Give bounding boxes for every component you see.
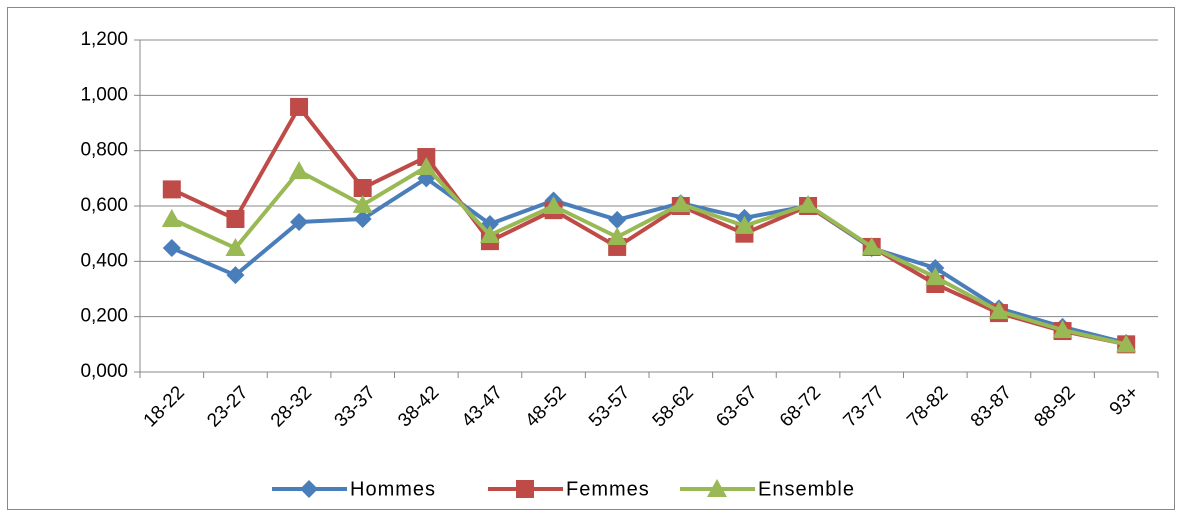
marker (290, 213, 309, 232)
marker (226, 210, 245, 229)
marker (543, 196, 564, 214)
series-line (170, 164, 1127, 347)
legend-label: Femmes (566, 478, 650, 500)
marker (353, 179, 372, 198)
marker (607, 226, 628, 245)
marker (162, 239, 181, 258)
marker (1052, 319, 1073, 338)
marker (289, 161, 310, 180)
marker (479, 225, 500, 244)
marker (226, 266, 245, 285)
legend-marker (516, 480, 534, 498)
marker (416, 156, 437, 175)
marker (225, 238, 246, 257)
y-tick-label: 1,200 (80, 29, 128, 50)
series-line (171, 176, 1127, 345)
marker (352, 194, 373, 213)
marker (988, 301, 1009, 320)
y-tick-label: 0,400 (80, 250, 128, 271)
y-tick-label: 1,000 (80, 84, 128, 105)
marker (353, 210, 372, 229)
marker (162, 180, 181, 199)
y-tick-label: 0,800 (80, 140, 128, 161)
marker (798, 194, 819, 213)
chart-border (7, 7, 1175, 510)
legend-label: Hommes (350, 478, 436, 500)
legend-marker (707, 479, 727, 497)
y-tick-label: 0,600 (80, 195, 128, 216)
y-tick-label: 0,000 (80, 361, 128, 382)
y-tick-label: 0,200 (80, 306, 128, 327)
marker (861, 236, 882, 255)
marker (608, 210, 627, 229)
marker (670, 194, 691, 213)
marker (734, 215, 755, 234)
marker (925, 267, 946, 286)
marker (1116, 334, 1137, 353)
legend-label: Ensemble (758, 478, 855, 500)
legend-marker (300, 480, 318, 498)
marker (290, 97, 309, 116)
series-line (170, 104, 1127, 347)
marker (161, 209, 182, 228)
